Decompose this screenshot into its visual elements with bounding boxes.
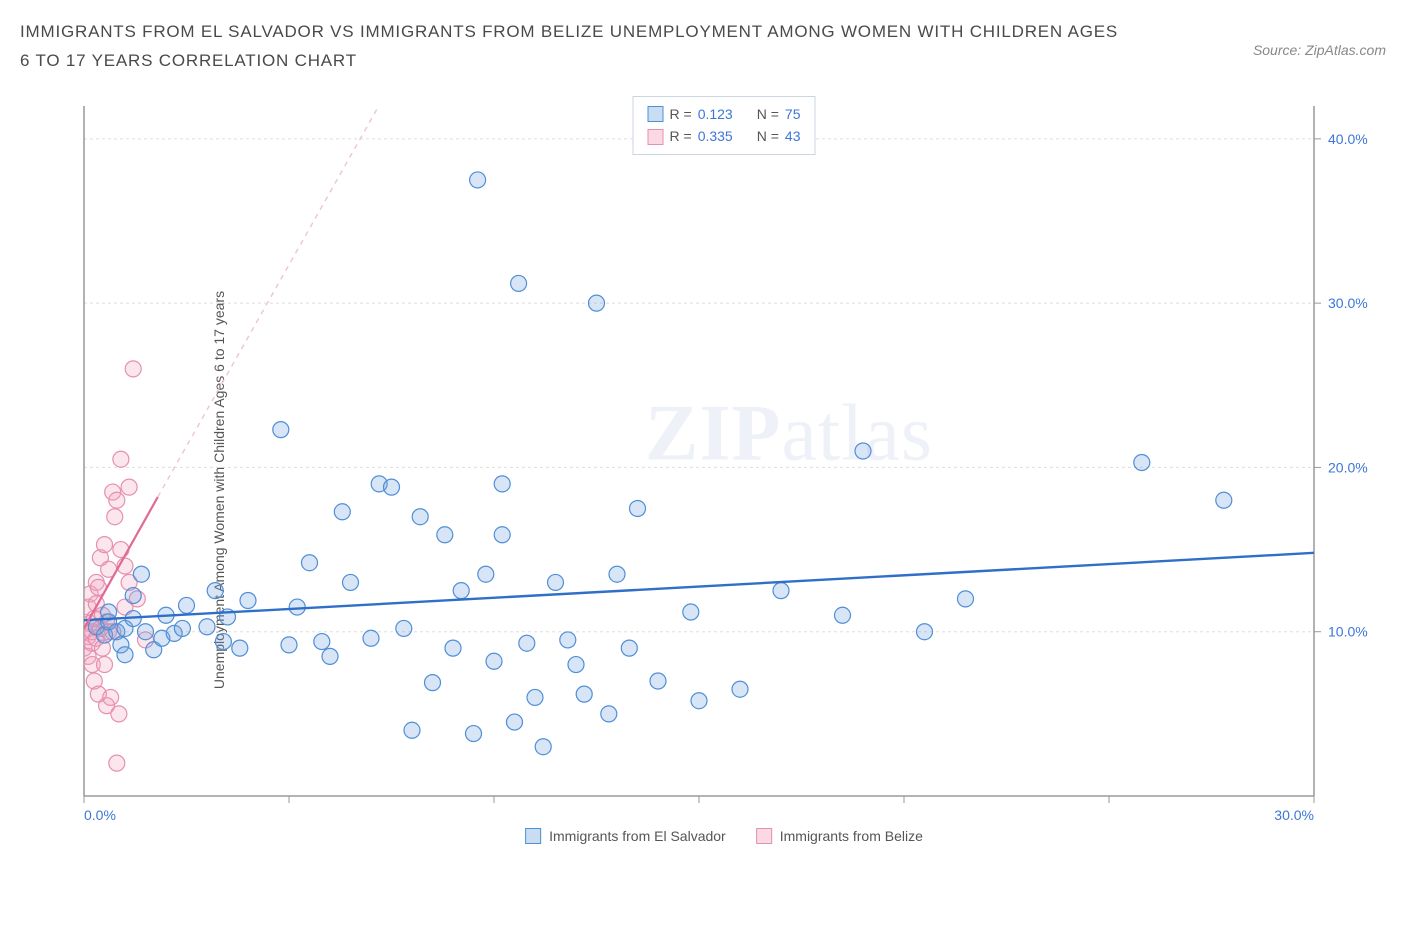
svg-text:30.0%: 30.0%	[1274, 807, 1314, 823]
svg-text:30.0%: 30.0%	[1328, 295, 1368, 311]
stats-box: R = 0.123 N = 75 R = 0.335 N = 43	[633, 96, 816, 155]
svg-text:10.0%: 10.0%	[1328, 624, 1368, 640]
plot-area: 0.0%30.0%10.0%20.0%30.0%40.0% ZIPatlas R…	[74, 96, 1374, 846]
stat-label: N =	[757, 125, 779, 147]
legend: Immigrants from El Salvador Immigrants f…	[525, 828, 923, 844]
stat-n-value: 75	[785, 103, 801, 125]
stat-label: N =	[757, 103, 779, 125]
stat-label: R =	[670, 125, 692, 147]
svg-text:40.0%: 40.0%	[1328, 131, 1368, 147]
chart-title: IMMIGRANTS FROM EL SALVADOR VS IMMIGRANT…	[20, 18, 1120, 76]
legend-label: Immigrants from El Salvador	[549, 828, 726, 844]
swatch-blue-icon	[525, 828, 541, 844]
chart-container: Unemployment Among Women with Children A…	[24, 90, 1384, 890]
stat-label: R =	[670, 103, 692, 125]
stat-r-value: 0.335	[698, 125, 733, 147]
legend-item: Immigrants from Belize	[756, 828, 923, 844]
swatch-pink-icon	[648, 129, 664, 145]
legend-label: Immigrants from Belize	[780, 828, 923, 844]
svg-text:20.0%: 20.0%	[1328, 459, 1368, 475]
swatch-pink-icon	[756, 828, 772, 844]
legend-item: Immigrants from El Salvador	[525, 828, 726, 844]
stats-row-2: R = 0.335 N = 43	[648, 125, 801, 147]
svg-text:0.0%: 0.0%	[84, 807, 116, 823]
source-attribution: Source: ZipAtlas.com	[1253, 18, 1386, 58]
stat-r-value: 0.123	[698, 103, 733, 125]
stat-n-value: 43	[785, 125, 801, 147]
stats-row-1: R = 0.123 N = 75	[648, 103, 801, 125]
swatch-blue-icon	[648, 106, 664, 122]
scatter-chart: 0.0% 30.0% 10.0% 20.0% 30.0% 40.0%	[74, 96, 1374, 846]
